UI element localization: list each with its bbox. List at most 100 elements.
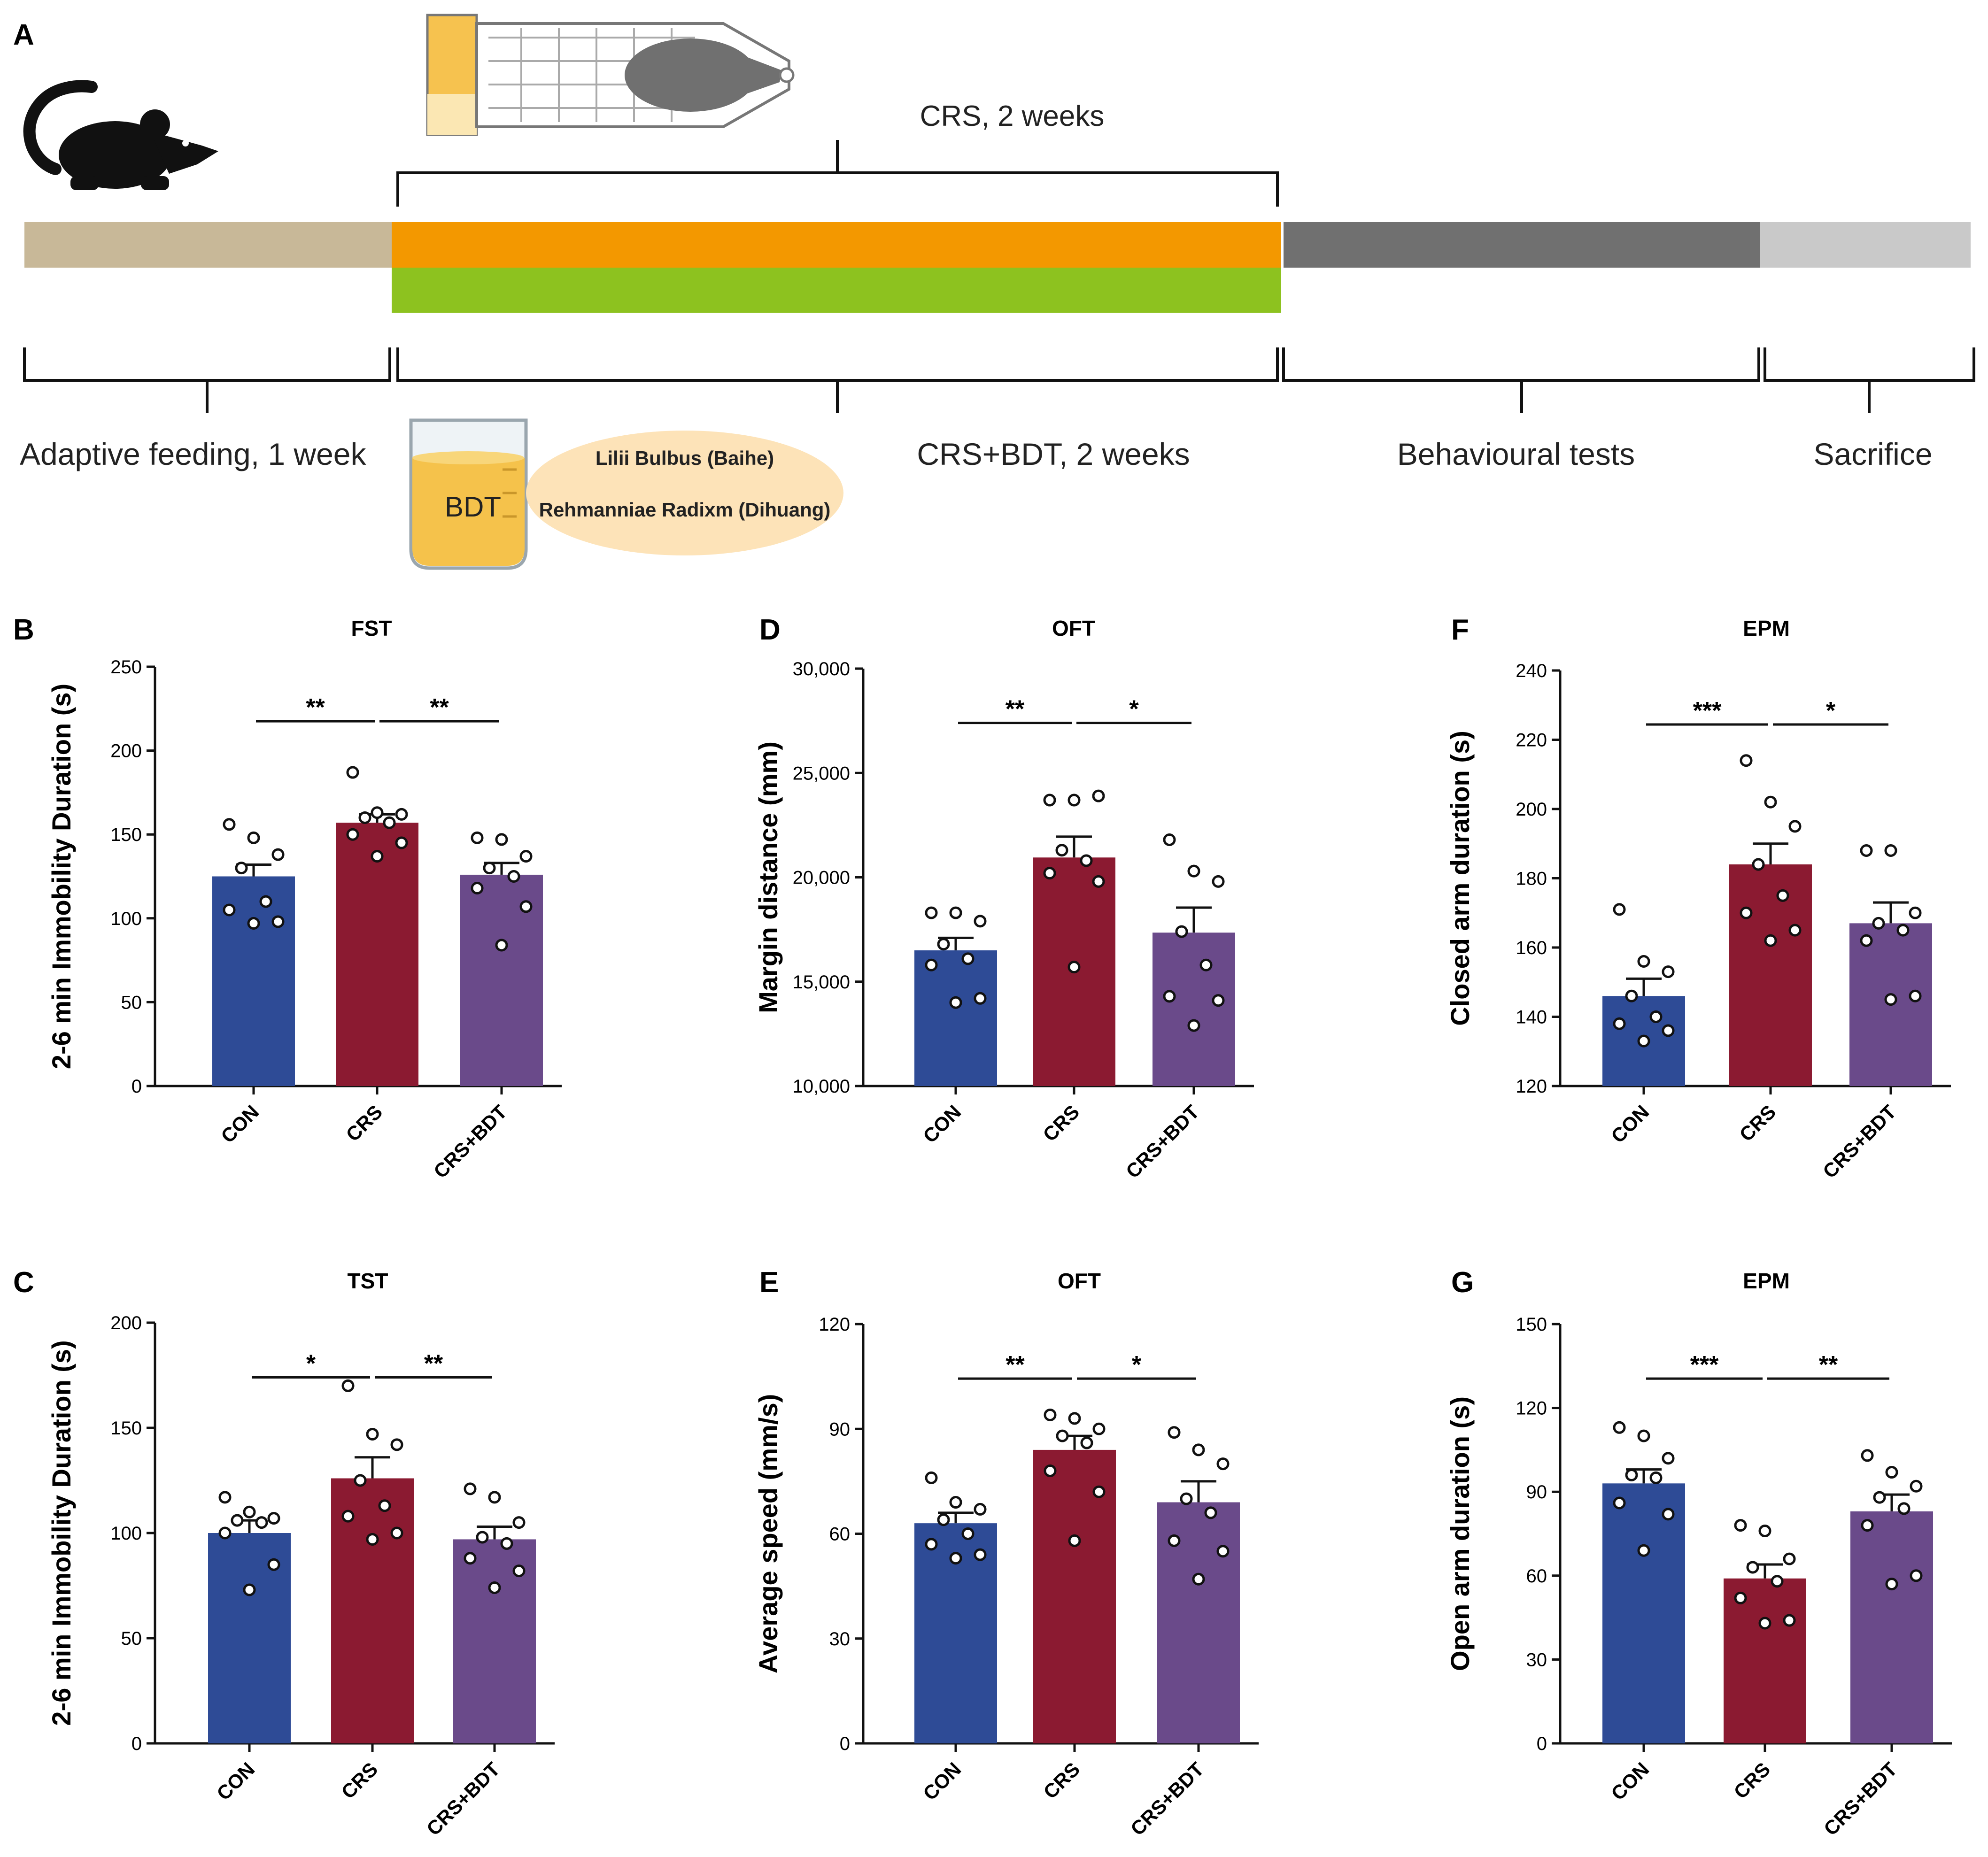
data-point (500, 1537, 513, 1550)
y-tick-label: 90 (1526, 1482, 1547, 1503)
bar-crs (1033, 1449, 1116, 1743)
x-tick-label: CRS+BDT (1126, 1758, 1208, 1840)
data-point (1212, 994, 1225, 1007)
data-point (1637, 955, 1650, 968)
data-point (1885, 1578, 1898, 1591)
data-point (341, 1379, 355, 1392)
panel-letter-g: G (1451, 1266, 1474, 1299)
data-point (1187, 1019, 1200, 1032)
data-point (488, 1491, 501, 1504)
chart-f: F EPM Closed arm duration (s) 120 140 160 180 2… (1445, 614, 1951, 1182)
data-point (1861, 1519, 1874, 1532)
data-point (961, 1527, 975, 1540)
data-point (259, 895, 272, 908)
data-point (271, 848, 285, 861)
data-point (495, 833, 508, 846)
data-point (1067, 961, 1081, 974)
y-tick-label: 120 (819, 1314, 850, 1335)
data-point (519, 900, 533, 913)
sacrifice-bar (1760, 222, 1971, 268)
data-point (1758, 1525, 1771, 1538)
chart-title: FST (351, 616, 392, 640)
data-point (1216, 1545, 1230, 1558)
timeline-panel: A CRS, 2 weeks (13, 14, 1975, 570)
y-tick-label: 15,000 (793, 972, 850, 993)
beaker-icon (409, 418, 528, 570)
data-point (1897, 1502, 1911, 1515)
y-tick-label: 0 (1537, 1734, 1547, 1754)
data-point (366, 1533, 379, 1546)
data-point (925, 958, 938, 971)
data-point (247, 917, 260, 930)
sacrifice-label: Sacrifice (1813, 437, 1932, 471)
data-point (1734, 1519, 1747, 1532)
data-point (1885, 1466, 1898, 1479)
data-point (395, 836, 408, 849)
data-point (974, 1503, 987, 1516)
behavioural-tests-bar (1284, 222, 1760, 268)
x-tick-label: CRS+BDT (429, 1101, 511, 1183)
x-tick-label: CON (217, 1101, 263, 1147)
data-point (1192, 1572, 1205, 1586)
data-point (267, 1558, 280, 1571)
data-point (390, 1438, 403, 1451)
data-point (1649, 1471, 1663, 1484)
data-point (1740, 906, 1753, 919)
significance-label: ** (424, 1350, 443, 1377)
data-point (235, 862, 248, 875)
y-tick-label: 120 (1516, 1076, 1547, 1097)
data-point (255, 1516, 268, 1529)
data-point (395, 808, 408, 821)
panel-letter-b: B (13, 614, 34, 646)
bdt-bar (392, 268, 1281, 313)
chart-title: TST (348, 1269, 388, 1293)
y-tick-label: 150 (110, 1418, 142, 1439)
chart-title: OFT (1052, 616, 1095, 640)
mouse-icon (23, 80, 218, 190)
data-point (1055, 844, 1068, 857)
data-point (974, 992, 987, 1005)
data-point (1163, 833, 1176, 846)
significance-label: * (1826, 697, 1836, 724)
herb-lilii-label: Lilii Bulbus (Baihe) (596, 447, 774, 469)
x-tick-label: CON (1607, 1758, 1653, 1804)
data-point (1613, 1421, 1626, 1434)
chart-e: E OFT Average speed (mm/s) 0 30 60 90 120 CON CRS… (753, 1266, 1259, 1840)
data-point (1776, 889, 1789, 902)
data-point (218, 1491, 232, 1504)
data-point (464, 1482, 477, 1495)
restraint-tube-icon (426, 14, 795, 136)
y-tick-label: 60 (829, 1524, 851, 1545)
data-point (341, 1510, 355, 1523)
x-tick-label: CRS (1735, 1101, 1780, 1146)
data-point (1860, 844, 1873, 857)
data-point (223, 903, 236, 917)
data-point (358, 811, 371, 824)
data-point (949, 1496, 962, 1509)
data-point (974, 1548, 987, 1561)
data-point (471, 831, 484, 844)
data-point (354, 1474, 367, 1487)
data-point (1783, 1552, 1796, 1565)
y-tick-label: 30,000 (793, 659, 850, 679)
significance-label: * (1129, 696, 1139, 723)
y-tick-label: 0 (840, 1734, 850, 1754)
data-point (1884, 844, 1897, 857)
chart-title: OFT (1058, 1269, 1101, 1293)
significance-label: ** (1819, 1351, 1838, 1379)
data-point (1861, 1449, 1874, 1462)
panel-letter-d: D (759, 614, 781, 646)
data-point (1067, 794, 1081, 807)
data-point (949, 1552, 962, 1565)
data-point (1884, 993, 1897, 1006)
data-point (1771, 1575, 1784, 1588)
data-point (512, 1516, 526, 1529)
y-tick-label: 200 (110, 741, 142, 762)
crs-bdt-bracket (396, 347, 1279, 413)
data-point (1092, 789, 1105, 802)
data-point (1043, 794, 1056, 807)
chart-c: C TST 2-6 min Immobility Duration (s) 0 50 10… (13, 1266, 555, 1840)
data-point (483, 862, 496, 875)
y-tick-label: 200 (1516, 799, 1547, 820)
y-tick-label: 0 (132, 1076, 142, 1097)
